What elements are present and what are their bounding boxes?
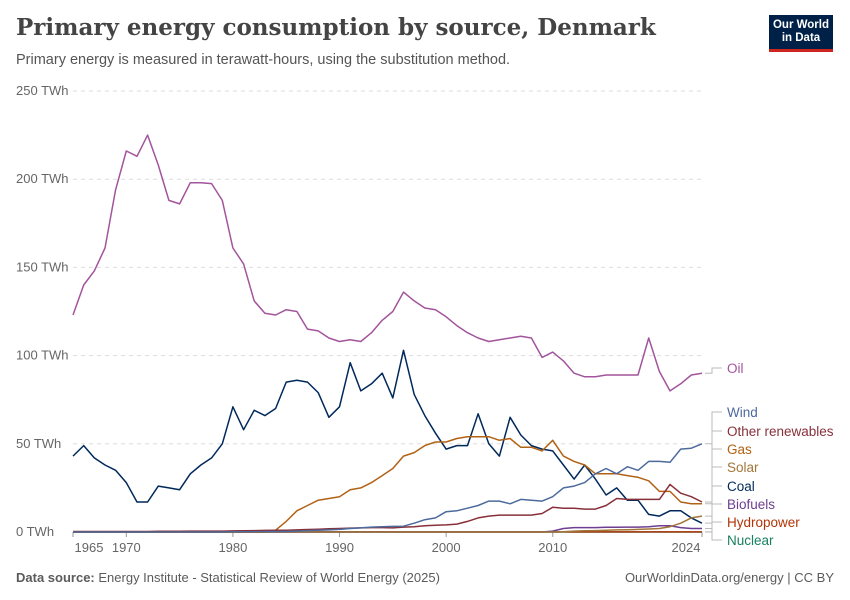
label-connector	[705, 430, 722, 503]
x-tick-label: 1965	[75, 540, 104, 555]
x-tick-label: 1980	[218, 540, 247, 555]
series-label: Wind	[727, 405, 758, 420]
label-connector	[705, 485, 722, 524]
series-line-other-renewables	[73, 483, 703, 533]
chart-subtitle: Primary energy is measured in terawatt-h…	[16, 52, 511, 68]
x-tick-label: 2010	[538, 540, 567, 555]
series-label: Solar	[727, 460, 759, 475]
label-connector	[705, 531, 722, 541]
label-connector	[705, 466, 722, 517]
series-label: Other renewables	[727, 424, 834, 439]
logo-text: Our World in Data	[772, 19, 829, 44]
series-label: Hydropower	[727, 515, 800, 530]
y-tick-label: 100 TWh	[16, 348, 69, 363]
credit-link[interactable]: OurWorldinData.org/energy | CC BY	[624, 570, 834, 585]
label-connector	[705, 411, 722, 445]
series-line-oil	[72, 134, 703, 392]
series-label: Nuclear	[727, 533, 774, 548]
x-tick-label: 1970	[112, 540, 141, 555]
series-line-solar	[73, 515, 703, 533]
series-line-gas	[73, 435, 702, 533]
series-line-wind	[73, 443, 703, 533]
x-tick-label: 2024	[672, 540, 701, 555]
x-tick-label: 1990	[325, 540, 354, 555]
label-connector	[705, 367, 722, 374]
series-label: Coal	[727, 479, 755, 494]
x-tick-label: 2000	[432, 540, 461, 555]
source-label: Data source:	[16, 570, 95, 585]
series-line-coal	[72, 349, 703, 524]
series-label: Gas	[727, 442, 752, 457]
label-connector	[705, 448, 722, 505]
y-tick-label: 50 TWh	[16, 436, 61, 451]
y-tick-label: 0 TWh	[16, 524, 54, 539]
chart-title: Primary energy consumption by source, De…	[16, 14, 656, 41]
y-tick-label: 150 TWh	[16, 259, 69, 274]
series-label: Oil	[727, 361, 744, 376]
data-source: Data source: Energy Institute - Statisti…	[16, 570, 440, 585]
y-tick-label: 200 TWh	[16, 171, 69, 186]
source-text[interactable]: Energy Institute - Statistical Review of…	[98, 570, 440, 585]
series-label: Biofuels	[727, 497, 775, 512]
y-tick-label: 250 TWh	[16, 83, 69, 98]
owid-logo[interactable]: Our World in Data	[769, 15, 833, 52]
